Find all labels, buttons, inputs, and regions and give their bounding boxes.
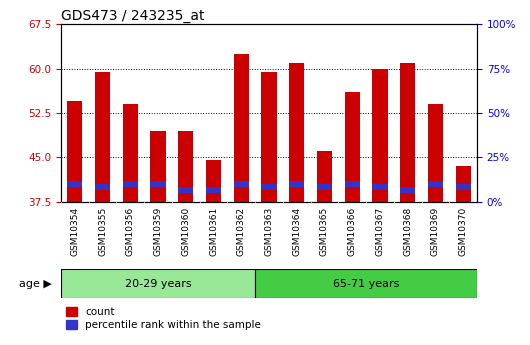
Bar <box>178 131 193 202</box>
Text: GSM10368: GSM10368 <box>403 207 412 256</box>
Text: GSM10366: GSM10366 <box>348 207 357 256</box>
Text: 20-29 years: 20-29 years <box>125 279 191 289</box>
Bar <box>289 63 304 202</box>
Bar <box>61 269 255 298</box>
Bar <box>400 63 416 202</box>
Text: GSM10354: GSM10354 <box>70 207 80 256</box>
Bar <box>151 131 166 202</box>
Bar <box>95 184 110 190</box>
Text: GDS473 / 243235_at: GDS473 / 243235_at <box>61 9 205 23</box>
Bar <box>372 69 387 202</box>
Bar <box>122 104 138 202</box>
Bar <box>122 181 138 187</box>
Bar <box>344 92 360 202</box>
Text: GSM10367: GSM10367 <box>375 207 384 256</box>
Bar <box>95 71 110 202</box>
Bar <box>206 160 221 202</box>
Bar <box>455 184 471 190</box>
Text: GSM10369: GSM10369 <box>431 207 440 256</box>
Bar <box>428 181 443 187</box>
Text: GSM10364: GSM10364 <box>292 207 301 256</box>
Bar <box>372 184 387 190</box>
Bar <box>234 181 249 187</box>
Bar <box>67 181 83 187</box>
Text: GSM10362: GSM10362 <box>237 207 246 256</box>
Text: 65-71 years: 65-71 years <box>333 279 399 289</box>
Text: age ▶: age ▶ <box>19 279 52 289</box>
Bar <box>206 187 221 193</box>
Bar <box>455 166 471 202</box>
Text: GSM10370: GSM10370 <box>458 207 467 256</box>
Text: GSM10361: GSM10361 <box>209 207 218 256</box>
Bar <box>255 269 477 298</box>
Bar <box>317 184 332 190</box>
Bar <box>67 101 83 202</box>
Bar <box>234 54 249 202</box>
Bar <box>317 151 332 202</box>
Bar <box>261 184 277 190</box>
Legend: count, percentile rank within the sample: count, percentile rank within the sample <box>66 307 261 330</box>
Text: GSM10355: GSM10355 <box>98 207 107 256</box>
Bar <box>261 71 277 202</box>
Text: GSM10363: GSM10363 <box>264 207 273 256</box>
Text: GSM10359: GSM10359 <box>154 207 163 256</box>
Bar <box>178 187 193 193</box>
Text: GSM10360: GSM10360 <box>181 207 190 256</box>
Text: GSM10356: GSM10356 <box>126 207 135 256</box>
Bar <box>151 181 166 187</box>
Bar <box>289 181 304 187</box>
Text: GSM10365: GSM10365 <box>320 207 329 256</box>
Bar <box>344 181 360 187</box>
Bar <box>400 187 416 193</box>
Bar <box>428 104 443 202</box>
